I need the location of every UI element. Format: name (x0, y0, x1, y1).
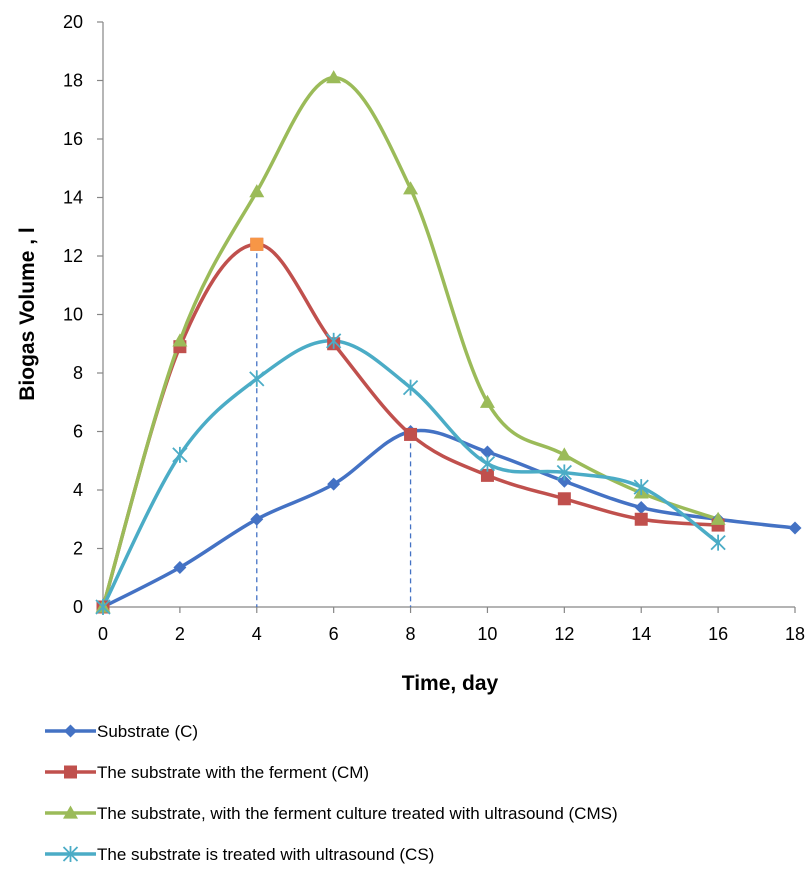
data-point (95, 599, 111, 615)
y-tick-label: 12 (63, 246, 83, 266)
tick-labels: 0 2 4 6 8 10 12 14 16 18 20 0 2 4 6 8 10 12 14 16 18 (63, 12, 805, 644)
legend-marker (64, 724, 77, 738)
y-tick-label: 18 (63, 71, 83, 91)
x-tick-label: 14 (631, 624, 651, 644)
legend-item: The substrate, with the ferment culture … (45, 804, 618, 823)
data-point (327, 477, 341, 491)
legend-marker (63, 805, 78, 819)
data-point (326, 70, 342, 84)
data-point (404, 427, 418, 441)
data-point (480, 445, 494, 459)
data-point (557, 474, 571, 488)
y-tick-label: 20 (63, 12, 83, 32)
data-point (556, 447, 572, 461)
data-point (479, 455, 496, 472)
data-point (172, 446, 188, 463)
legend-label: The substrate with the ferment (CM) (97, 763, 369, 782)
x-tick-label: 16 (708, 624, 728, 644)
data-point (634, 501, 648, 515)
y-tick-label: 2 (73, 539, 83, 559)
data-point (480, 468, 494, 482)
legend-item: The substrate is treated with ultrasound… (45, 845, 434, 864)
y-tick-label: 10 (63, 305, 83, 325)
series-line (101, 428, 797, 609)
x-axis-title: Time, day (402, 672, 499, 695)
y-tick-label: 4 (73, 480, 83, 500)
data-point (710, 534, 726, 551)
x-tick-label: 2 (175, 624, 185, 644)
data-point (249, 370, 265, 387)
highlight-point (250, 237, 264, 251)
legend-marker (62, 846, 79, 862)
y-tick-label: 0 (73, 597, 83, 617)
data-point (250, 512, 264, 526)
data-point (403, 181, 419, 195)
legend-item: Substrate (C) (45, 722, 198, 741)
data-point (402, 379, 419, 396)
x-tick-label: 8 (406, 624, 416, 644)
data-point (556, 464, 572, 481)
x-tick-label: 12 (554, 624, 574, 644)
y-tick-label: 6 (73, 422, 83, 442)
data-point (788, 521, 802, 535)
data-point (173, 561, 187, 575)
legend-label: The substrate is treated with ultrasound… (97, 845, 434, 864)
data-point (326, 332, 342, 349)
y-tick-label: 8 (73, 363, 83, 383)
data-point (634, 512, 648, 526)
legend-marker (64, 765, 77, 779)
y-axis-title: Biogas Volume , l (16, 227, 39, 400)
series-lines (101, 75, 797, 609)
legend-label: The substrate, with the ferment culture … (97, 804, 618, 823)
x-tick-label: 6 (329, 624, 339, 644)
legend: Substrate (C) The substrate with the ferm… (45, 722, 618, 864)
data-point (557, 492, 571, 506)
data-point (172, 333, 188, 347)
data-point (710, 511, 726, 525)
series-markers (95, 70, 802, 615)
x-tick-label: 0 (98, 624, 108, 644)
y-tick-label: 14 (63, 188, 83, 208)
x-tick-label: 10 (477, 624, 497, 644)
axes (97, 21, 796, 613)
reference-lines (256, 244, 412, 607)
x-tick-label: 4 (252, 624, 262, 644)
x-tick-label: 18 (785, 624, 805, 644)
data-point (479, 394, 495, 408)
legend-label: Substrate (C) (97, 722, 198, 741)
data-point (633, 479, 649, 496)
legend-item: The substrate with the ferment (CM) (45, 763, 369, 782)
y-tick-label: 16 (63, 129, 83, 149)
data-point (249, 184, 265, 198)
